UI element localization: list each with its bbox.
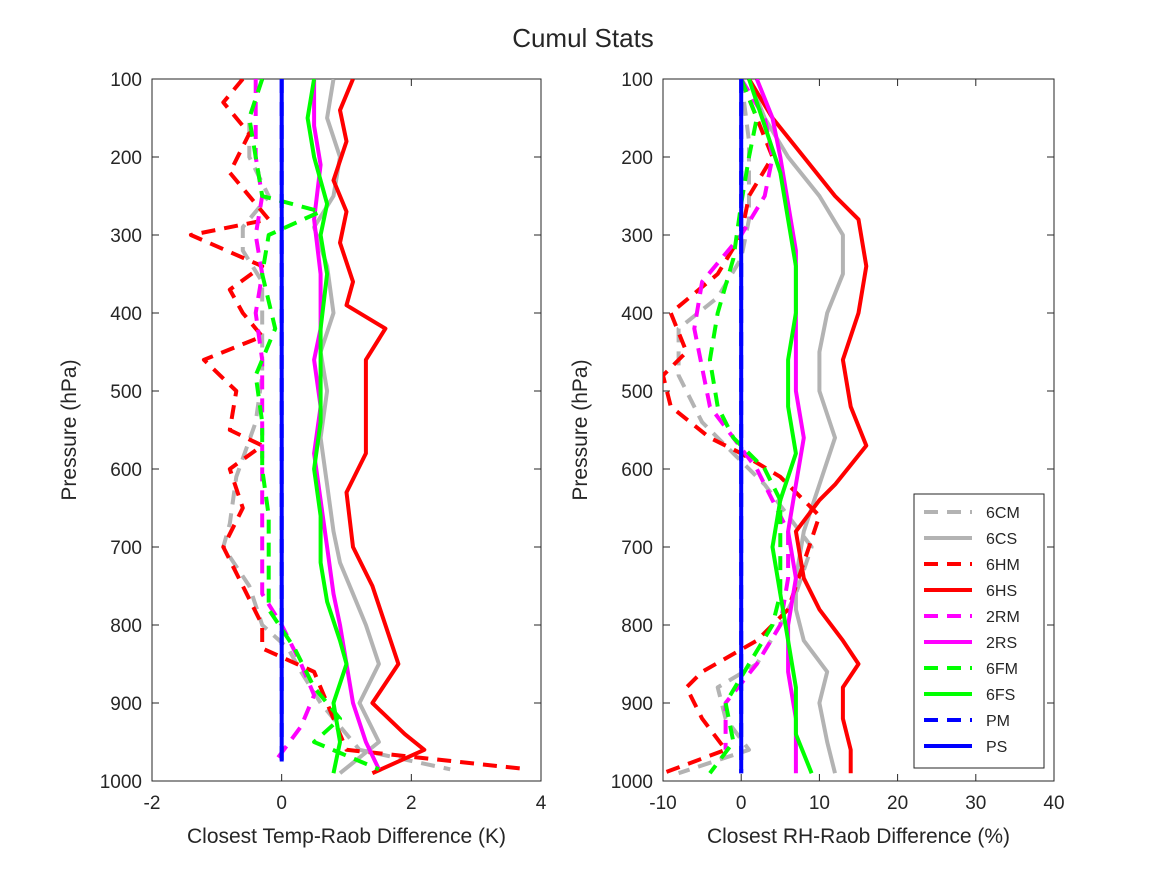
series-line-6fs	[305, 79, 349, 774]
legend-label-6fm: 6FM	[986, 661, 1018, 678]
y-tick-label: 800	[110, 616, 142, 637]
series-line-6cs	[312, 79, 381, 775]
rh-difference-panel: -10 0 10 20 30 40 100 200 300 400 500 600 700 800 900 1…	[569, 70, 1065, 848]
x-tick-label: 30	[965, 793, 986, 814]
series-line-6hm	[188, 79, 529, 772]
x-tick-label: 4	[536, 793, 547, 814]
y-tick-label: 1000	[100, 772, 142, 793]
x-tick-label: 40	[1043, 793, 1064, 814]
x-tick-label: 2	[406, 793, 417, 814]
y-tick-label: 600	[110, 460, 142, 481]
series-line-6cm	[676, 79, 814, 776]
series-line-6hs	[747, 79, 869, 774]
x-tick-label: 20	[887, 793, 908, 814]
x-tick-label: -10	[649, 793, 676, 814]
legend: 6CM 6CS 6HM 6HS 2RM 2RS 6FM 6FS PM PS	[913, 493, 1045, 769]
y-tick-label: 600	[621, 460, 653, 481]
legend-label-2rs: 2RS	[986, 635, 1017, 652]
series-line-6hm	[663, 79, 822, 776]
legend-label-2rm: 2RM	[986, 609, 1020, 626]
y-tick-label: 700	[621, 538, 653, 559]
temp-difference-panel: -2 0 2 4 100 200 300 400 500 600 700 800 900 1000 Clos…	[58, 70, 547, 848]
y-tick-label: 100	[110, 70, 142, 91]
series-group	[188, 79, 529, 776]
x-tick-label: 0	[276, 793, 287, 814]
legend-label-ps: PS	[986, 739, 1007, 756]
x-tick-label: 10	[809, 793, 830, 814]
y-tick-label: 200	[110, 148, 142, 169]
y-tick-label: 1000	[611, 772, 653, 793]
y-tick-label: 900	[110, 694, 142, 715]
legend-label-6cm: 6CM	[986, 505, 1020, 522]
legend-label-6cs: 6CS	[986, 531, 1017, 548]
series-line-6fs	[747, 79, 814, 774]
series-line-2rm	[692, 79, 791, 750]
x-axis-label: Closest RH-Raob Difference (%)	[707, 825, 1010, 848]
y-tick-label: 400	[621, 304, 653, 325]
y-tick-label: 700	[110, 538, 142, 559]
series-line-6fm	[247, 79, 380, 772]
y-tick-label: 100	[621, 70, 653, 91]
legend-box	[913, 493, 1045, 769]
y-tick-label: 900	[621, 694, 653, 715]
x-axis-label: Closest Temp-Raob Difference (K)	[187, 825, 506, 848]
y-tick-label: 500	[621, 382, 653, 403]
legend-label-6hm: 6HM	[986, 557, 1020, 574]
y-axis-label: Pressure (hPa)	[569, 359, 592, 500]
figure-title: Cumul Stats	[512, 23, 654, 53]
axes-box	[151, 78, 542, 782]
y-tick-label: 500	[110, 382, 142, 403]
y-tick-label: 200	[621, 148, 653, 169]
axes-box	[662, 78, 1055, 782]
series-line-2rs	[312, 79, 381, 771]
series-line-6cs	[747, 79, 845, 774]
series-group	[663, 79, 869, 776]
series-line-6hs	[331, 79, 427, 776]
y-axis-label: Pressure (hPa)	[58, 359, 81, 500]
legend-label-6fs: 6FS	[986, 687, 1015, 704]
x-tick-label: -2	[144, 793, 161, 814]
legend-label-pm: PM	[986, 713, 1010, 730]
y-tick-label: 300	[110, 226, 142, 247]
x-tick-label: 0	[736, 793, 747, 814]
legend-label-6hs: 6HS	[986, 583, 1017, 600]
y-tick-label: 400	[110, 304, 142, 325]
y-tick-label: 800	[621, 616, 653, 637]
y-tick-label: 300	[621, 226, 653, 247]
